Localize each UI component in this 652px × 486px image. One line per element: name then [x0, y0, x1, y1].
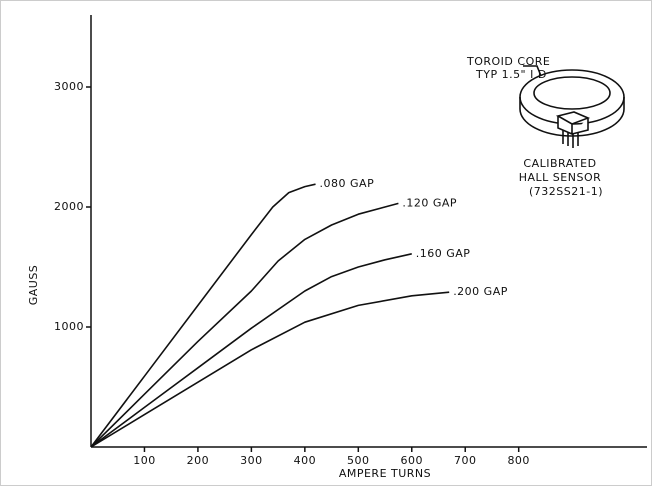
series-label: .120 GAP — [402, 196, 457, 209]
series-label: .200 GAP — [453, 285, 508, 298]
x-axis-label: AMPERE TURNS — [339, 467, 431, 480]
line-series — [90, 253, 412, 448]
y-axis-label: GAUSS — [27, 265, 40, 306]
y-tick-label: 1000 — [54, 320, 84, 333]
line-series — [90, 291, 450, 448]
x-tick-label: 500 — [347, 454, 370, 467]
line-series — [90, 183, 316, 448]
series-label: .080 GAP — [320, 177, 375, 190]
annotation: TYP 1.5" I D — [475, 68, 547, 81]
x-tick-label: 200 — [187, 454, 210, 467]
x-tick-label: 100 — [133, 454, 156, 467]
toroid-illustration — [519, 65, 625, 148]
annotation: HALL SENSOR — [519, 171, 602, 184]
x-tick-label: 300 — [240, 454, 263, 467]
x-tick-label: 700 — [454, 454, 477, 467]
x-tick-label: 800 — [507, 454, 530, 467]
x-tick-label: 400 — [294, 454, 317, 467]
annotation: CALIBRATED — [523, 157, 596, 170]
x-tick-label: 600 — [401, 454, 424, 467]
y-tick-label: 2000 — [54, 200, 84, 213]
line-series — [90, 202, 399, 448]
series-label: .160 GAP — [416, 247, 471, 260]
y-tick-label: 3000 — [54, 80, 84, 93]
annotation: (732SS21-1) — [529, 185, 603, 198]
annotation: TOROID CORE — [466, 55, 550, 68]
